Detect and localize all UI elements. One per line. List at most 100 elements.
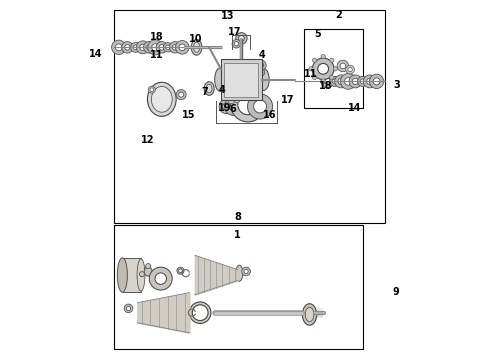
Circle shape	[190, 302, 211, 323]
Circle shape	[124, 45, 130, 50]
Circle shape	[239, 36, 245, 41]
Circle shape	[242, 267, 250, 276]
Circle shape	[144, 41, 155, 53]
Circle shape	[231, 87, 265, 122]
Text: 9: 9	[393, 287, 400, 297]
Text: 5: 5	[314, 30, 321, 39]
Text: 4: 4	[219, 85, 226, 95]
Circle shape	[337, 60, 349, 72]
Text: 11: 11	[150, 50, 164, 60]
Text: 16: 16	[263, 110, 276, 120]
Circle shape	[341, 73, 356, 89]
Circle shape	[332, 79, 337, 84]
Circle shape	[229, 102, 238, 111]
Circle shape	[259, 71, 263, 74]
Circle shape	[232, 40, 241, 48]
Circle shape	[313, 58, 317, 62]
Circle shape	[335, 75, 347, 88]
Ellipse shape	[236, 265, 243, 281]
Circle shape	[321, 79, 325, 83]
Ellipse shape	[228, 95, 234, 99]
Ellipse shape	[151, 86, 172, 112]
Ellipse shape	[140, 272, 145, 276]
Circle shape	[136, 41, 149, 54]
Ellipse shape	[215, 68, 225, 91]
Circle shape	[140, 44, 146, 50]
Bar	[114, 225, 364, 348]
Circle shape	[254, 100, 267, 113]
Text: 18: 18	[150, 32, 164, 42]
Circle shape	[330, 75, 334, 80]
Circle shape	[346, 65, 354, 74]
Circle shape	[147, 45, 152, 50]
Circle shape	[318, 63, 329, 74]
Bar	[114, 10, 385, 223]
Text: 3: 3	[393, 80, 400, 90]
Circle shape	[321, 75, 334, 88]
Circle shape	[258, 69, 265, 76]
Circle shape	[223, 103, 230, 110]
Circle shape	[338, 78, 344, 85]
Text: 4: 4	[259, 50, 266, 60]
Ellipse shape	[137, 259, 145, 291]
Ellipse shape	[194, 42, 200, 52]
Circle shape	[364, 75, 376, 88]
Text: 19: 19	[218, 103, 231, 113]
Circle shape	[360, 79, 365, 84]
Circle shape	[256, 60, 266, 70]
Circle shape	[166, 45, 170, 50]
Circle shape	[133, 45, 138, 50]
Text: 6: 6	[229, 104, 236, 114]
Circle shape	[358, 76, 368, 86]
Circle shape	[224, 98, 243, 116]
Text: 13: 13	[221, 11, 235, 21]
Circle shape	[352, 78, 359, 85]
Circle shape	[238, 95, 258, 115]
Circle shape	[172, 45, 178, 50]
Circle shape	[309, 67, 313, 71]
Circle shape	[159, 45, 165, 50]
Text: 18: 18	[318, 81, 332, 91]
Circle shape	[349, 75, 362, 88]
Circle shape	[163, 42, 172, 52]
Circle shape	[115, 44, 122, 51]
Circle shape	[373, 78, 380, 85]
Ellipse shape	[258, 69, 269, 90]
Circle shape	[175, 41, 189, 54]
Circle shape	[156, 41, 168, 53]
Bar	[122, 258, 141, 292]
Ellipse shape	[206, 84, 212, 93]
Circle shape	[340, 63, 346, 69]
Circle shape	[148, 86, 155, 93]
Circle shape	[152, 44, 159, 51]
Circle shape	[234, 41, 239, 46]
Text: 14: 14	[348, 103, 362, 113]
Circle shape	[313, 75, 317, 80]
Circle shape	[179, 92, 184, 97]
Text: 17: 17	[227, 27, 241, 37]
Circle shape	[179, 44, 186, 51]
Ellipse shape	[144, 267, 152, 276]
Circle shape	[236, 33, 247, 44]
Text: 11: 11	[303, 69, 317, 79]
Circle shape	[244, 269, 248, 274]
Text: 8: 8	[234, 212, 241, 222]
Circle shape	[112, 40, 126, 54]
Text: 1: 1	[234, 230, 241, 240]
Circle shape	[313, 58, 334, 80]
Text: 14: 14	[90, 49, 103, 59]
Ellipse shape	[146, 264, 151, 269]
Circle shape	[124, 304, 133, 313]
Circle shape	[247, 94, 272, 119]
Circle shape	[170, 41, 181, 53]
Circle shape	[155, 273, 167, 284]
Text: 12: 12	[141, 135, 154, 145]
Text: 17: 17	[281, 95, 295, 105]
Text: 7: 7	[201, 87, 208, 97]
Circle shape	[122, 41, 133, 53]
Circle shape	[321, 54, 325, 59]
Circle shape	[330, 58, 334, 62]
Circle shape	[126, 306, 131, 311]
Circle shape	[148, 40, 163, 55]
Text: 10: 10	[189, 35, 202, 44]
